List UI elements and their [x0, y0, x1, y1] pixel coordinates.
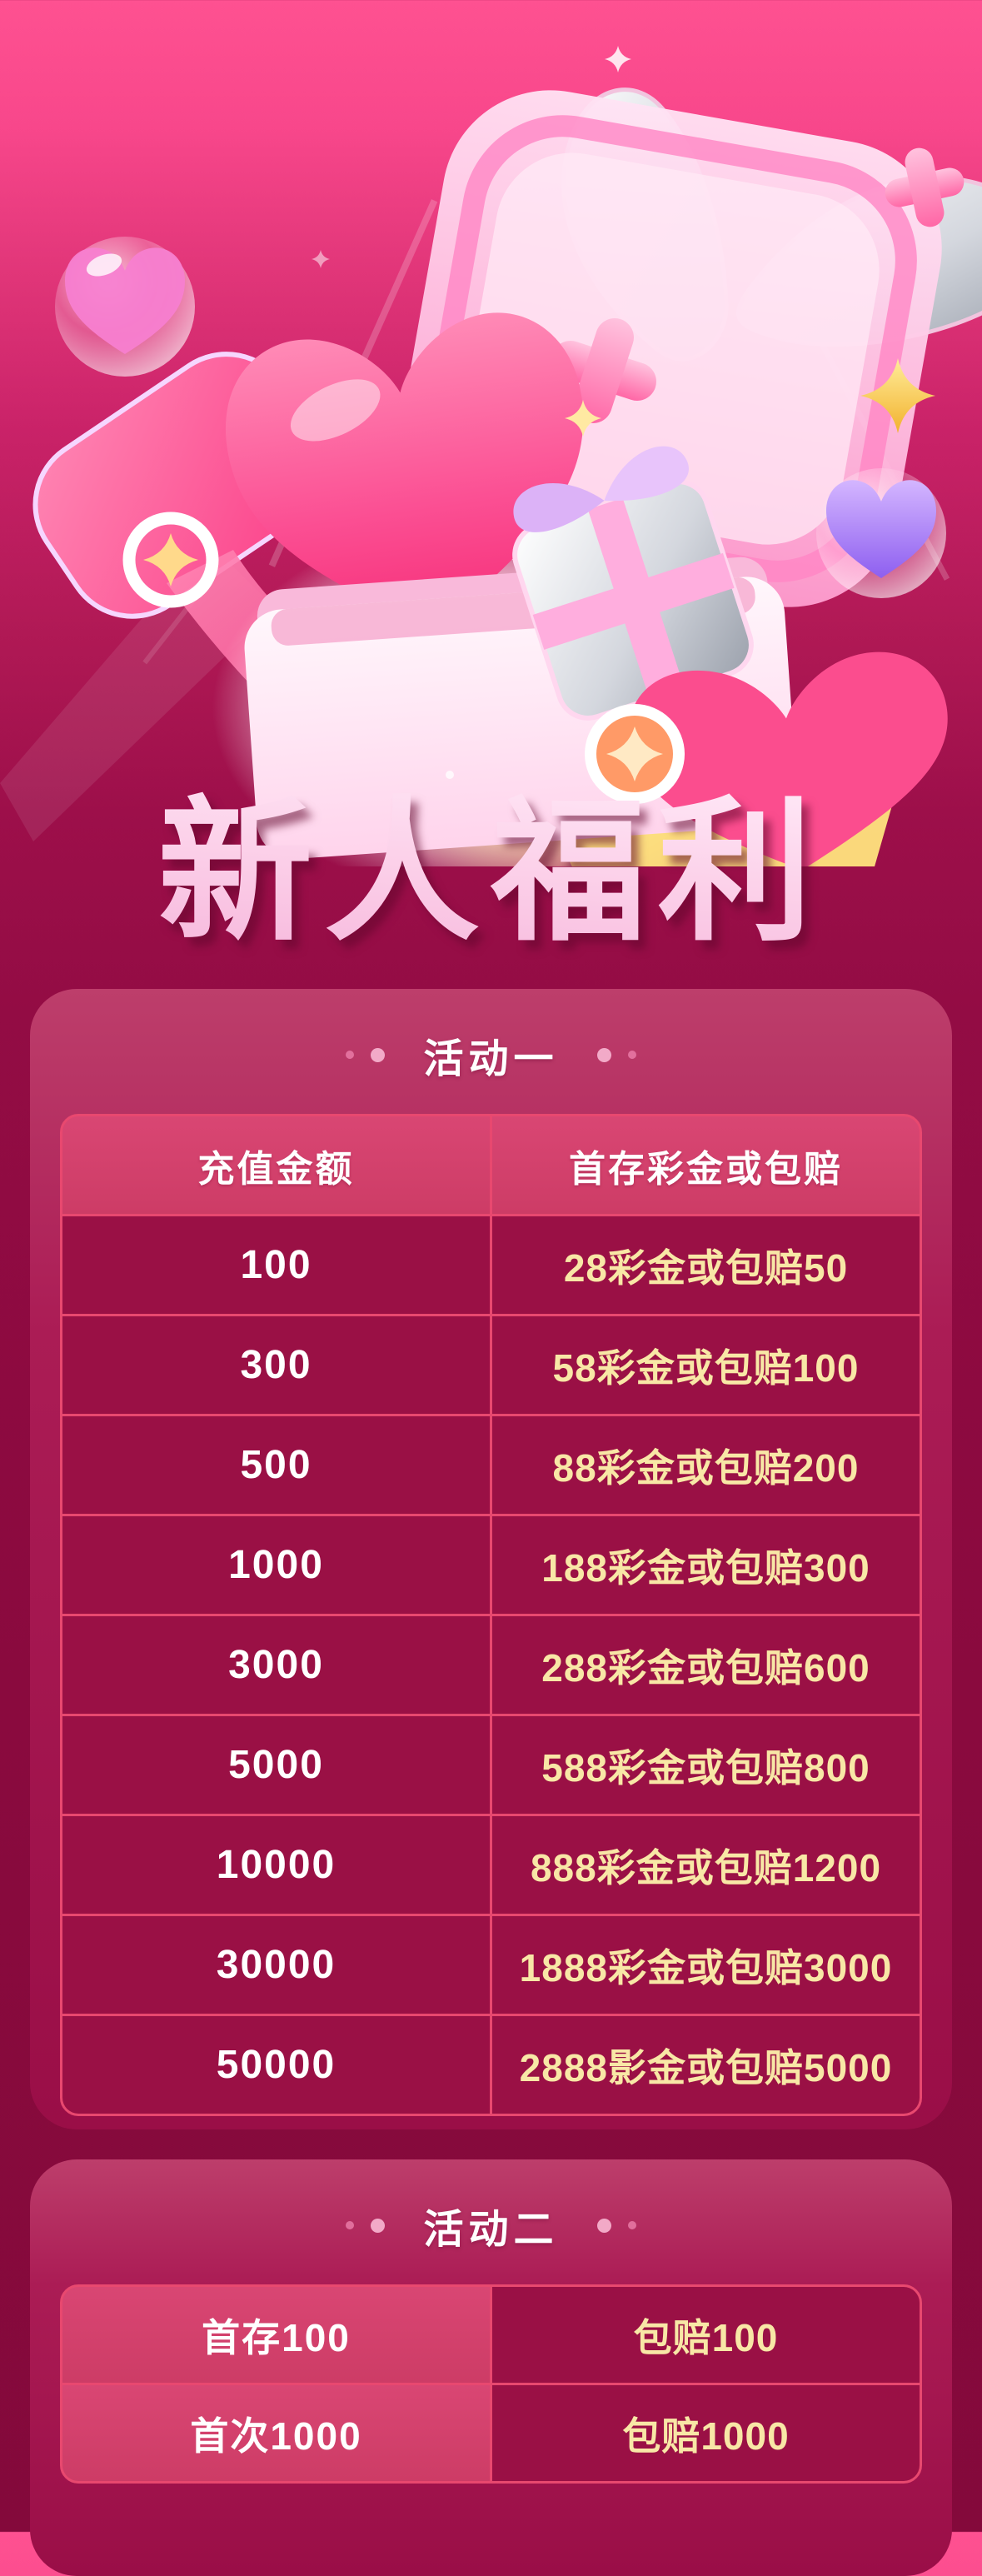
- column-header-bonus: 首存彩金或包赔: [492, 1116, 920, 1214]
- table-cell: 58彩金或包赔100: [492, 1316, 920, 1414]
- table-cell: 100: [62, 1216, 490, 1314]
- activity1-label-row: 活动一: [30, 989, 952, 1084]
- table-cell: 30000: [62, 1916, 490, 2014]
- column-header-amount: 充值金额: [62, 1116, 490, 1214]
- purple-heart-bubble-icon: [816, 468, 946, 598]
- table-cell: 588彩金或包赔800: [492, 1716, 920, 1814]
- table-cell: 包赔100: [492, 2287, 920, 2383]
- dot-icon: [371, 2218, 386, 2233]
- table-cell: 300: [62, 1316, 490, 1414]
- activity2-panel: 活动二 首存100 包赔100 首次1000 包赔1000: [30, 2159, 952, 2576]
- table-cell: 1888彩金或包赔3000: [492, 1916, 920, 2014]
- table-cell: 包赔1000: [492, 2385, 920, 2481]
- activity2-table: 首存100 包赔100 首次1000 包赔1000: [60, 2284, 922, 2484]
- table-cell: 5000: [62, 1716, 490, 1814]
- table-cell: 500: [62, 1416, 490, 1514]
- table-cell: 288彩金或包赔600: [492, 1616, 920, 1714]
- dot-icon: [596, 1047, 611, 1062]
- gold-sparkle-icon: [565, 358, 935, 437]
- heart-badge-icon: [585, 651, 948, 866]
- dot-icon: [346, 1051, 355, 1059]
- table-cell: 1000: [62, 1516, 490, 1614]
- table-cell: 10000: [62, 1816, 490, 1914]
- table-cell: 2888影金或包赔5000: [492, 2016, 920, 2114]
- table-cell: 88彩金或包赔200: [492, 1416, 920, 1514]
- table-cell: 888彩金或包赔1200: [492, 1816, 920, 1914]
- hero-illustration: [0, 46, 982, 866]
- dot-icon: [346, 2221, 355, 2229]
- table-cell: 50000: [62, 2016, 490, 2114]
- table-cell: 188彩金或包赔300: [492, 1516, 920, 1614]
- dot-icon: [371, 1047, 386, 1062]
- activity2-label: 活动二: [423, 2208, 559, 2252]
- mini-gift-icon: [512, 446, 754, 721]
- activity1-label: 活动一: [423, 1037, 559, 1081]
- plus-sparkle-icon: [551, 147, 965, 423]
- white-sparkle-icon: [312, 46, 631, 779]
- dot-icon: [627, 1051, 636, 1059]
- dot-icon: [596, 2218, 611, 2233]
- page-title: 新人福利: [0, 789, 982, 957]
- activity1-panel: 活动一 充值金额 首存彩金或包赔 100 28彩金或包赔50 300 58彩金或包赔1…: [30, 989, 952, 2129]
- activity2-label-row: 活动二: [30, 2159, 952, 2254]
- table-cell: 首次1000: [62, 2385, 490, 2481]
- activity1-table: 充值金额 首存彩金或包赔 100 28彩金或包赔50 300 58彩金或包赔100 50…: [60, 1114, 922, 2116]
- table-cell: 首存100: [62, 2287, 490, 2383]
- heart-bubble-icon: [55, 237, 195, 377]
- table-cell: 3000: [62, 1616, 490, 1714]
- glossy-heart-icon: [226, 312, 584, 630]
- dot-icon: [627, 2221, 636, 2229]
- table-cell: 28彩金或包赔50: [492, 1216, 920, 1314]
